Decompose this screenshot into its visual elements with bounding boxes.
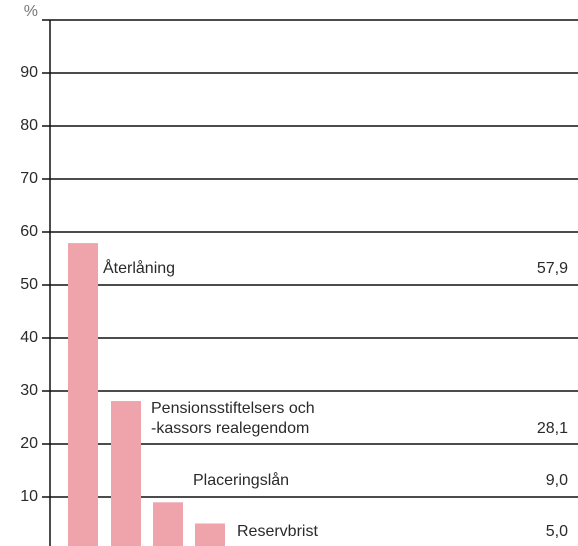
y-tick-label: 80 <box>20 117 38 134</box>
bar <box>153 502 183 546</box>
category-label: Pensionsstiftelsers och -kassors realege… <box>151 400 315 437</box>
category-label: Återlåning <box>103 260 176 277</box>
y-tick-label: 40 <box>20 329 38 346</box>
y-tick-label: 30 <box>20 382 38 399</box>
value-label: 5,0 <box>545 523 568 540</box>
category-label: Reservbrist <box>237 523 318 540</box>
y-tick-label: 50 <box>20 276 38 293</box>
value-label: 28,1 <box>536 420 568 437</box>
y-tick-label: 90 <box>20 64 38 81</box>
value-label: 9,0 <box>545 472 568 489</box>
bar <box>111 401 141 546</box>
y-tick-label: 10 <box>20 488 38 505</box>
value-label: 57,9 <box>536 260 568 277</box>
y-tick-label: 20 <box>20 435 38 452</box>
y-tick-label: % <box>23 3 38 20</box>
bar <box>68 243 98 546</box>
category-label: Placeringslån <box>193 472 290 489</box>
y-tick-label: 60 <box>20 223 38 240</box>
y-tick-label: 70 <box>20 170 38 187</box>
bar <box>195 523 225 546</box>
